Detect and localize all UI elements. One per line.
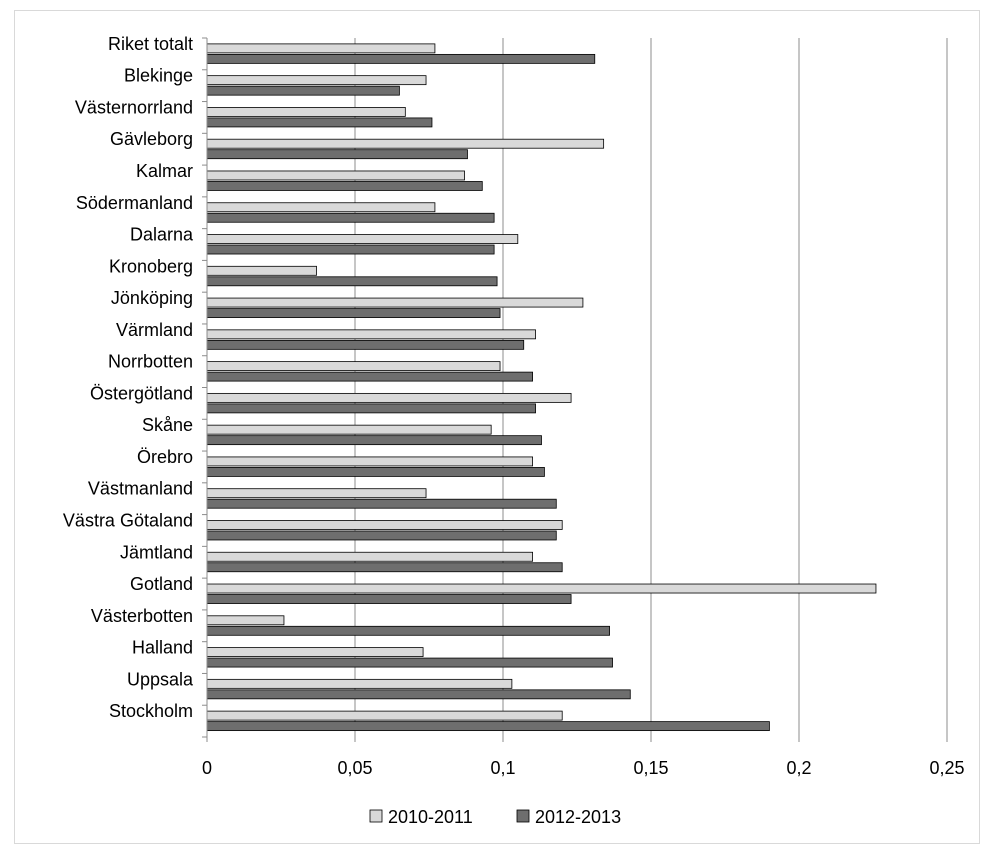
x-tick-label: 0,05 [337, 758, 372, 778]
value-axis: 0 0,05 0,1 0,15 0,2 0,25 [202, 37, 965, 778]
category-label: Jönköping [111, 288, 193, 308]
bar-2012-2013 [206, 117, 433, 128]
bar-2012-2013 [206, 308, 501, 318]
x-tick-label: 0,1 [490, 758, 515, 778]
bar-2012-2013 [206, 498, 557, 509]
bar-2012-2013 [206, 149, 468, 160]
category-label: Värmland [116, 320, 193, 340]
legend-swatch-2010-2011 [369, 809, 383, 823]
bar-2010-2011 [206, 107, 406, 117]
category-label: Gävleborg [110, 129, 193, 149]
category-label: Västerbotten [91, 606, 193, 626]
legend-label-2012-2013: 2012-2013 [535, 807, 621, 827]
category-label: Västra Götaland [63, 510, 193, 530]
bar-2012-2013 [206, 85, 400, 96]
bar-2012-2013 [206, 467, 545, 477]
bar-2010-2011 [206, 43, 436, 54]
bar-2012-2013 [206, 562, 563, 573]
category-label: Kalmar [136, 161, 193, 181]
category-label: Dalarna [130, 225, 194, 245]
bar-2010-2011 [206, 615, 285, 626]
bar-2010-2011 [206, 170, 465, 181]
legend: 2010-2011 2012-2013 [369, 807, 621, 827]
bar-2010-2011 [206, 583, 877, 594]
category-label: Västmanland [88, 479, 193, 499]
bar-2010-2011 [206, 678, 513, 689]
bar-2012-2013 [206, 181, 483, 191]
bar-2012-2013 [206, 435, 542, 446]
bar-2012-2013 [206, 371, 534, 382]
category-label: Södermanland [76, 193, 193, 213]
bar-2010-2011 [206, 424, 492, 435]
category-label: Blekinge [124, 66, 193, 86]
bar-2010-2011 [206, 329, 536, 340]
category-label: Uppsala [127, 669, 194, 689]
category-label: Riket totalt [108, 34, 193, 54]
x-tick-label: 0 [202, 758, 212, 778]
bar-2010-2011 [206, 234, 519, 244]
bar-2010-2011 [206, 551, 534, 562]
category-label: Halland [132, 638, 193, 658]
legend-swatch-2012-2013 [516, 809, 530, 823]
bar-2012-2013 [206, 721, 770, 732]
bar-2010-2011 [206, 647, 424, 657]
bar-2012-2013 [206, 403, 536, 414]
x-tick-label: 0,2 [786, 758, 811, 778]
bar-2010-2011 [206, 297, 584, 308]
bar-2010-2011 [206, 202, 436, 213]
bars [206, 43, 877, 732]
category-label: Örebro [137, 447, 193, 467]
bar-2010-2011 [206, 392, 572, 403]
bar-2010-2011 [206, 361, 501, 372]
chart-frame [14, 10, 980, 844]
category-label: Kronoberg [109, 256, 193, 276]
category-label: Östergötland [90, 383, 193, 403]
category-label: Norrbotten [108, 352, 193, 372]
bar-2012-2013 [206, 212, 495, 223]
bar-2012-2013 [206, 594, 572, 604]
bar-2012-2013 [206, 689, 631, 700]
legend-label-2010-2011: 2010-2011 [388, 807, 473, 827]
bar-2012-2013 [206, 625, 610, 636]
bar-2012-2013 [206, 53, 596, 64]
category-label: Västernorrland [75, 97, 193, 117]
bar-2012-2013 [206, 530, 557, 541]
x-tick-label: 0,15 [633, 758, 668, 778]
bar-2012-2013 [206, 244, 495, 255]
bar-2010-2011 [206, 456, 534, 467]
x-tick-label: 0,25 [929, 758, 964, 778]
category-label: Jämtland [120, 542, 193, 562]
category-label: Gotland [130, 574, 193, 594]
category-label: Skåne [142, 415, 193, 435]
bar-2012-2013 [206, 657, 613, 668]
category-axis: Riket totalt Blekinge Västernorrland Gävleb… [63, 34, 194, 721]
bar-2012-2013 [206, 339, 525, 350]
bar-2010-2011 [206, 488, 427, 499]
bar-2010-2011 [206, 75, 427, 86]
category-label: Stockholm [109, 701, 193, 721]
bar-2010-2011 [206, 138, 605, 149]
bar-2010-2011 [206, 265, 317, 276]
bar-2010-2011 [206, 710, 563, 721]
bar-2012-2013 [206, 276, 498, 287]
bar-2010-2011 [206, 520, 563, 530]
